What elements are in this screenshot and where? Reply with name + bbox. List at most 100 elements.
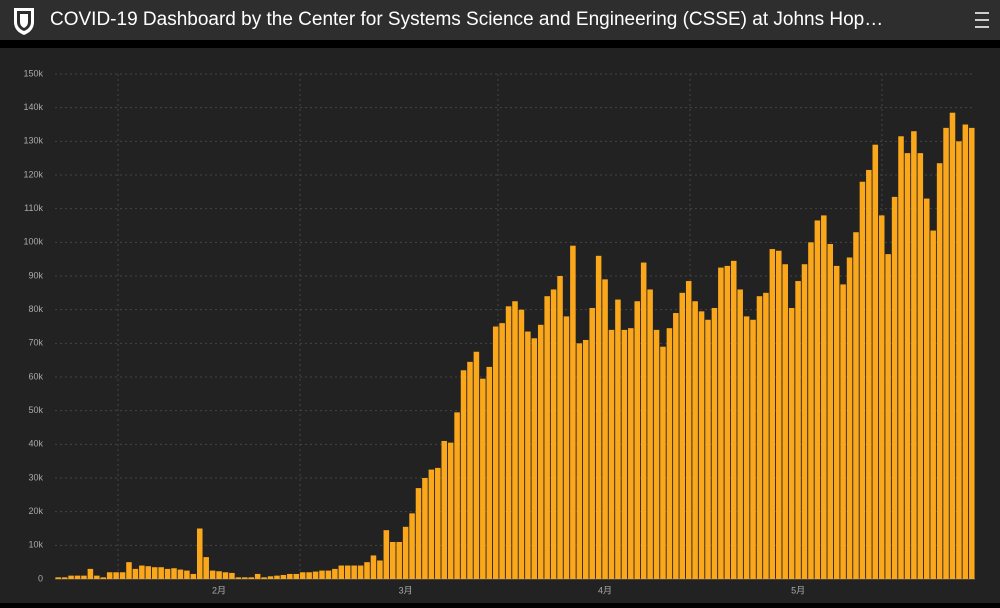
bar — [692, 301, 698, 579]
bar — [351, 565, 357, 579]
bar — [332, 568, 338, 579]
bar — [801, 264, 808, 579]
bar — [885, 254, 891, 579]
bar — [666, 328, 673, 579]
bar — [589, 307, 595, 579]
bar — [518, 309, 525, 579]
bar — [505, 306, 512, 579]
bar — [512, 301, 518, 579]
bar — [763, 292, 769, 579]
bar — [923, 198, 930, 580]
y-tick-label: 100k — [23, 237, 43, 247]
bar — [357, 565, 364, 579]
bar — [949, 112, 956, 579]
bar — [698, 311, 705, 579]
bar — [737, 289, 743, 579]
bar — [319, 570, 325, 579]
bar — [866, 169, 872, 579]
bar — [81, 575, 87, 579]
bar — [460, 370, 467, 579]
bar — [743, 316, 750, 579]
bar — [139, 565, 145, 579]
bar — [61, 577, 68, 579]
bar — [756, 296, 763, 579]
y-tick-label: 60k — [28, 371, 43, 381]
bar — [846, 257, 853, 579]
y-tick-label: 90k — [28, 270, 43, 280]
y-tick-label: 20k — [28, 506, 43, 516]
bar — [904, 153, 911, 579]
bar — [537, 324, 544, 579]
bar — [274, 575, 280, 579]
bar — [621, 329, 628, 579]
header-title: COVID-19 Dashboard by the Center for Sys… — [50, 9, 883, 30]
bar — [422, 478, 428, 579]
y-tick-label: 40k — [28, 439, 43, 449]
bar — [557, 276, 563, 579]
bar — [705, 319, 711, 579]
y-tick-label: 0 — [38, 573, 43, 583]
bar — [499, 323, 505, 579]
bar — [113, 572, 119, 579]
bar — [325, 570, 332, 579]
bar — [840, 284, 846, 579]
bar — [261, 577, 267, 579]
bar — [235, 577, 242, 579]
bar — [467, 361, 473, 579]
bar — [441, 440, 447, 579]
bar — [338, 565, 345, 579]
bar — [87, 568, 94, 579]
y-tick-label: 120k — [23, 169, 43, 179]
bar — [570, 245, 576, 579]
bar — [615, 299, 621, 579]
bar — [898, 136, 904, 580]
bar — [106, 572, 113, 579]
x-tick-label: 2月 — [212, 585, 226, 595]
bar — [171, 568, 177, 579]
bar — [242, 577, 248, 579]
bar — [525, 331, 531, 579]
bar — [119, 572, 126, 579]
bar — [248, 577, 254, 579]
logo — [14, 8, 34, 35]
bar — [377, 560, 383, 579]
bar — [608, 329, 615, 579]
bar — [203, 557, 209, 579]
bar — [492, 326, 499, 579]
menu-icon[interactable] — [975, 12, 989, 28]
bar — [878, 215, 885, 579]
bar — [435, 467, 441, 579]
bar — [776, 250, 782, 579]
bar — [808, 242, 814, 580]
bar — [544, 296, 550, 579]
bar — [602, 279, 608, 579]
bar — [576, 343, 583, 579]
bar — [821, 215, 827, 579]
bar — [196, 528, 203, 579]
bar — [936, 163, 943, 579]
bar — [917, 153, 924, 579]
bar — [685, 281, 692, 579]
bar — [428, 469, 435, 579]
bar — [679, 292, 686, 579]
bar — [447, 442, 454, 579]
bar — [229, 572, 235, 579]
bar — [216, 571, 222, 579]
bar — [254, 573, 261, 579]
bar — [480, 378, 486, 579]
bar — [833, 265, 840, 579]
bar — [209, 570, 216, 579]
x-tick-label: 5月 — [791, 585, 805, 595]
bar — [164, 568, 171, 579]
bar — [415, 488, 422, 579]
bar — [640, 262, 647, 579]
bar — [267, 576, 274, 579]
y-tick-label: 140k — [23, 102, 43, 112]
bar — [718, 267, 724, 579]
bar — [891, 196, 898, 579]
bar — [177, 569, 184, 579]
bar — [583, 339, 589, 579]
bar — [145, 566, 152, 579]
